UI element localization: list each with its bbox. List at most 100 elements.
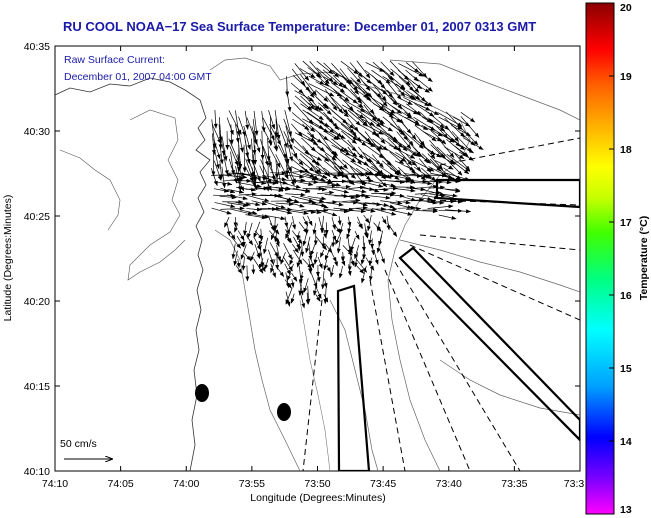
x-tick-label: 73:45 xyxy=(370,478,396,490)
current-vector xyxy=(445,125,459,142)
current-vector xyxy=(398,76,414,92)
current-vector xyxy=(292,180,314,186)
current-vector xyxy=(214,181,233,186)
current-vector xyxy=(260,264,266,273)
current-vector xyxy=(324,184,351,189)
current-vector xyxy=(258,258,264,270)
current-vector xyxy=(362,152,382,165)
current-vector xyxy=(365,145,385,159)
current-vector xyxy=(316,209,338,217)
current-vector xyxy=(291,216,297,230)
current-vector xyxy=(220,187,236,194)
current-vector xyxy=(262,145,272,168)
current-vector xyxy=(342,109,361,126)
current-vector xyxy=(332,116,355,134)
current-vector xyxy=(331,188,350,194)
current-vector xyxy=(398,63,424,77)
current-vector xyxy=(312,223,317,235)
current-vector xyxy=(402,130,424,149)
current-vector xyxy=(356,60,371,79)
current-vector xyxy=(213,145,220,170)
current-vector xyxy=(331,138,349,153)
current-vector xyxy=(299,68,316,78)
current-vector xyxy=(294,95,313,111)
current-vector xyxy=(315,81,343,97)
current-vector xyxy=(372,84,387,102)
current-vector xyxy=(302,216,309,227)
current-vector xyxy=(387,82,402,100)
colorbar-tick-label: 18 xyxy=(620,144,632,156)
scale-label: 50 cm/s xyxy=(60,438,97,450)
current-vector xyxy=(316,200,338,205)
current-vector xyxy=(302,145,320,167)
current-vector xyxy=(373,251,379,265)
current-vector xyxy=(292,137,310,155)
current-vector xyxy=(381,145,407,162)
current-vector xyxy=(389,104,413,119)
current-vector xyxy=(323,76,339,86)
current-vector xyxy=(348,185,366,190)
current-vector xyxy=(406,179,428,184)
current-vector xyxy=(379,166,400,180)
colorbar-tick-label: 19 xyxy=(620,71,632,83)
current-vector xyxy=(341,146,358,157)
current-vector xyxy=(324,244,332,261)
current-vector xyxy=(437,131,456,143)
current-vector xyxy=(438,116,463,130)
current-vector xyxy=(274,131,279,152)
current-vector xyxy=(323,130,339,141)
current-vector xyxy=(373,145,392,167)
current-vector xyxy=(290,293,295,304)
current-vector xyxy=(411,173,432,179)
current-vector xyxy=(396,131,412,150)
current-vector xyxy=(365,139,384,150)
current-vector xyxy=(302,173,326,182)
current-vector xyxy=(230,235,242,249)
current-vector xyxy=(342,245,353,256)
current-vector xyxy=(316,183,337,188)
buoy-marker-1 xyxy=(195,384,209,402)
current-vector xyxy=(390,68,411,86)
current-vector xyxy=(350,205,368,210)
current-vector xyxy=(357,159,382,175)
current-vector xyxy=(341,166,357,179)
current-vector xyxy=(363,104,377,122)
current-vector xyxy=(331,102,349,118)
current-vector xyxy=(348,244,353,254)
x-axis-label: Longitude (Degrees:Minutes) xyxy=(250,492,385,504)
bathymetry-contour-1 xyxy=(209,57,471,471)
current-vector xyxy=(341,251,346,262)
current-vector xyxy=(412,81,430,93)
current-vector xyxy=(307,196,327,201)
current-vector xyxy=(380,200,403,205)
current-vector xyxy=(211,133,216,155)
current-vector xyxy=(229,172,247,177)
current-vector xyxy=(315,293,321,302)
current-vector xyxy=(268,146,281,169)
current-vector xyxy=(347,264,352,277)
colorbar-tick-label: 16 xyxy=(620,290,632,302)
current-vector xyxy=(245,202,261,207)
current-vector xyxy=(226,223,231,237)
current-vector xyxy=(361,235,366,252)
current-vector xyxy=(348,96,364,108)
current-vector xyxy=(357,153,373,163)
current-vector xyxy=(323,229,327,239)
current-vector xyxy=(213,110,218,129)
current-vector xyxy=(387,223,398,237)
current-vector xyxy=(341,187,367,194)
current-vector xyxy=(395,152,418,166)
current-vector xyxy=(406,90,421,100)
current-vector xyxy=(250,138,255,165)
current-vector xyxy=(403,123,417,140)
current-vector xyxy=(292,187,311,194)
current-vector xyxy=(247,222,253,239)
y-axis: 40:35 40:30 40:25 40:20 40:15 40:10 xyxy=(24,41,580,478)
current-vector xyxy=(219,195,237,200)
current-vector xyxy=(420,194,440,200)
current-vector xyxy=(389,185,416,190)
current-vector xyxy=(267,207,293,215)
current-vector xyxy=(317,190,335,195)
current-vector xyxy=(269,179,288,185)
current-vector xyxy=(443,130,461,147)
